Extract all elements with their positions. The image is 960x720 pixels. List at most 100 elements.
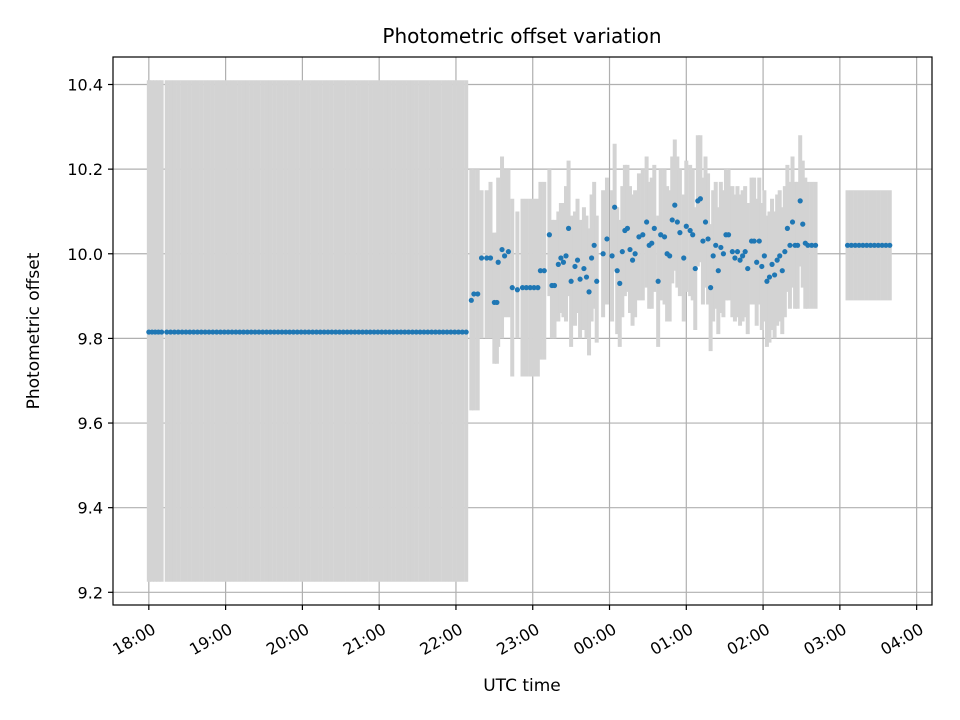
data-point (879, 242, 885, 248)
data-point (617, 280, 623, 286)
data-point (745, 265, 751, 272)
data-point (310, 329, 316, 335)
data-point (594, 278, 600, 284)
data-point (179, 329, 185, 335)
data-point (444, 329, 450, 335)
data-point (551, 282, 558, 289)
data-point (649, 240, 655, 246)
data-point (363, 329, 369, 335)
data-point (406, 329, 412, 335)
data-point (382, 329, 389, 335)
data-point (478, 255, 485, 261)
data-point (436, 329, 442, 335)
data-point (537, 268, 544, 274)
data-point (541, 268, 547, 274)
data-point (751, 238, 757, 244)
data-point (629, 257, 636, 263)
data-point (632, 251, 638, 257)
data-point (761, 253, 767, 259)
data-point (499, 246, 505, 253)
data-point (875, 242, 881, 248)
data-point (883, 242, 889, 248)
data-point (225, 329, 231, 335)
data-point (565, 225, 572, 231)
y-tick-label: 9.8 (78, 329, 103, 348)
data-point (394, 329, 400, 335)
data-point (283, 329, 289, 335)
data-point (683, 223, 689, 229)
data-point (306, 329, 312, 335)
data-point (183, 329, 189, 335)
data-point (687, 227, 693, 234)
data-point (718, 244, 724, 251)
data-point (574, 257, 581, 263)
data-point (313, 329, 320, 335)
data-point (440, 329, 446, 335)
data-point (705, 236, 711, 242)
y-tick-label: 10.4 (67, 76, 103, 95)
data-point (409, 329, 416, 335)
data-point (725, 232, 732, 238)
data-point (455, 329, 462, 335)
data-point (519, 285, 526, 291)
data-point (167, 329, 174, 335)
data-point (589, 255, 595, 261)
data-point (356, 329, 362, 335)
data-point (260, 329, 266, 335)
data-point (475, 291, 481, 297)
data-point (809, 242, 815, 248)
data-point (669, 217, 675, 223)
data-point (386, 329, 393, 335)
data-point (333, 329, 339, 335)
data-point (742, 249, 748, 255)
data-point (672, 202, 678, 208)
data-point (779, 268, 785, 274)
data-point (202, 329, 208, 335)
data-point (708, 285, 714, 291)
data-point (586, 289, 592, 295)
data-point (487, 255, 494, 261)
data-point (233, 329, 239, 335)
data-point (769, 261, 775, 267)
data-point (577, 276, 583, 282)
data-point (754, 259, 760, 265)
data-point (348, 329, 354, 335)
data-point (527, 285, 533, 291)
data-point (340, 329, 346, 335)
data-point (627, 246, 633, 253)
data-point (871, 242, 878, 248)
data-point (371, 329, 377, 335)
data-point (191, 329, 197, 335)
x-axis-label: UTC time (483, 676, 561, 696)
data-point (856, 242, 862, 248)
data-point (535, 285, 541, 291)
data-point (294, 329, 300, 335)
data-point (275, 329, 281, 335)
data-point (175, 329, 181, 335)
plot-frame (112, 56, 933, 606)
data-point (619, 249, 625, 255)
data-point (756, 238, 762, 244)
data-point (677, 230, 683, 236)
data-point (244, 329, 250, 335)
data-point (317, 329, 323, 335)
data-point (432, 329, 439, 335)
data-point (764, 278, 770, 284)
data-point (523, 285, 529, 291)
data-point (624, 225, 631, 231)
data-point (848, 242, 854, 248)
y-tick-label: 9.6 (78, 414, 103, 433)
data-point (390, 329, 396, 335)
data-point (661, 234, 668, 240)
data-point (448, 329, 454, 335)
data-point (658, 232, 664, 238)
data-point (572, 263, 578, 270)
data-point (367, 329, 373, 335)
data-point (429, 329, 435, 335)
data-point (198, 329, 204, 335)
data-point (789, 219, 796, 225)
data-point (805, 242, 811, 248)
data-point (787, 242, 793, 248)
data-point (298, 329, 304, 335)
